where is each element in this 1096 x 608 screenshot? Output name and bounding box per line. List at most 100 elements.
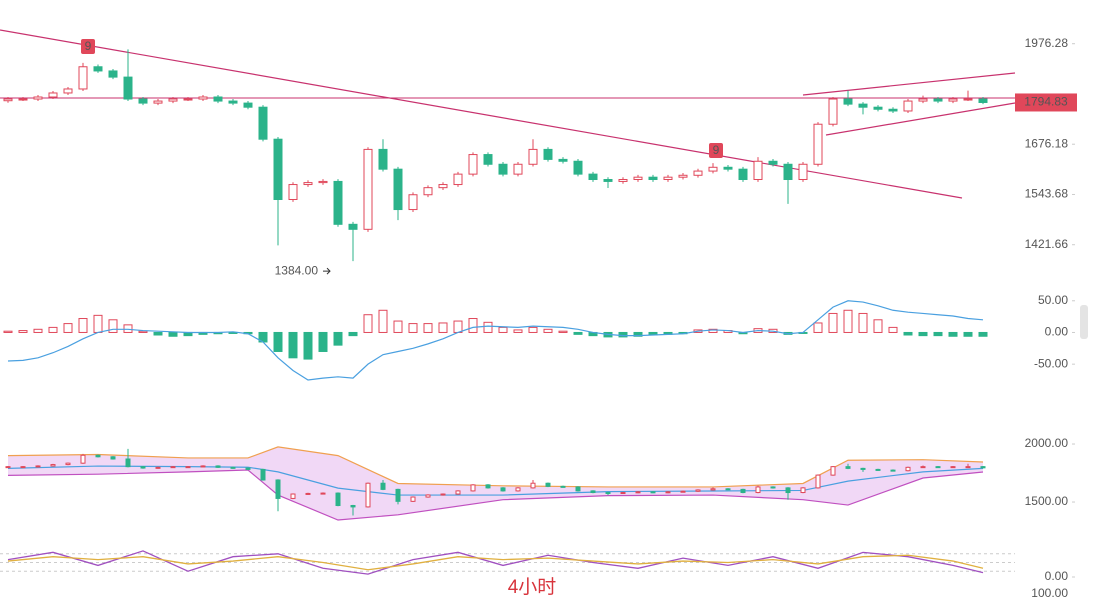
- candle-body: [485, 484, 491, 489]
- histogram-bar: [3, 330, 13, 333]
- candle-body: [408, 194, 418, 211]
- y-tick-label: 0.00: [1045, 569, 1069, 583]
- candle-body: [875, 468, 881, 471]
- scroll-handle[interactable]: [1080, 305, 1088, 339]
- candle-body: [725, 488, 731, 491]
- candle-body: [455, 490, 461, 495]
- y-tick-label: 0.00: [1045, 325, 1069, 339]
- candle-body: [183, 98, 193, 101]
- candle-body: [378, 148, 388, 170]
- candle-body: [948, 98, 958, 102]
- low-label: 1384.00: [275, 263, 319, 277]
- candle-body: [393, 168, 403, 211]
- histogram-bar: [948, 331, 958, 337]
- histogram-bar: [858, 312, 868, 333]
- candle-body: [138, 98, 148, 104]
- candle-body: [33, 96, 43, 100]
- histogram-bar: [393, 320, 403, 333]
- y-tick-label: 1543.68: [1025, 187, 1069, 201]
- candle-body: [50, 464, 56, 467]
- channel-line: [825, 102, 1016, 136]
- candle-body: [35, 465, 41, 468]
- candle-body: [905, 466, 911, 472]
- candle-body: [890, 469, 896, 472]
- histogram-bar: [903, 331, 913, 336]
- candle-body: [918, 98, 928, 102]
- candle-body: [680, 490, 686, 493]
- candle-body: [678, 174, 688, 178]
- candle-body: [20, 466, 26, 469]
- candle-body: [665, 491, 671, 494]
- histogram-bar: [468, 318, 478, 333]
- candle-body: [348, 223, 358, 230]
- candle-body: [318, 180, 328, 184]
- candle-body: [513, 163, 523, 175]
- candle-body: [93, 66, 103, 72]
- candle-body: [588, 173, 598, 181]
- histogram-bar: [168, 331, 178, 337]
- setup-label: 9: [85, 39, 92, 53]
- oscillator-line: [7, 554, 984, 571]
- candle-body: [200, 465, 206, 468]
- candle-body: [108, 70, 118, 78]
- histogram-bar: [303, 331, 313, 360]
- histogram-bar: [273, 331, 283, 352]
- y-tick-label: 100.00: [1031, 586, 1068, 600]
- dif-line: [7, 300, 984, 381]
- candle-body: [710, 488, 716, 491]
- histogram-bar: [78, 318, 88, 333]
- y-tick-label: 1500.00: [1025, 494, 1069, 508]
- candle-body: [843, 98, 853, 105]
- candle-body: [110, 456, 116, 460]
- candle-body: [963, 98, 973, 101]
- candle-body: [980, 466, 986, 469]
- histogram-bar: [828, 312, 838, 333]
- candle-body: [770, 486, 776, 489]
- candle-body: [605, 492, 611, 495]
- candle-body: [798, 163, 808, 181]
- candle-body: [18, 98, 28, 101]
- candle-body: [305, 492, 311, 495]
- histogram-bar: [318, 331, 328, 352]
- candle-body: [860, 467, 866, 470]
- candle-body: [815, 474, 821, 489]
- histogram-bar: [63, 323, 73, 333]
- candle-body: [273, 138, 283, 201]
- candle-body: [978, 98, 988, 103]
- histogram-bar: [138, 330, 148, 333]
- histogram-bar: [438, 322, 448, 333]
- candle-body: [633, 176, 643, 181]
- candle-body: [395, 488, 401, 502]
- band-area: [8, 446, 983, 521]
- candle-body: [873, 106, 883, 110]
- candle-body: [783, 163, 793, 181]
- candle-body: [438, 184, 448, 189]
- candle-body: [753, 160, 763, 181]
- candle-body: [933, 98, 943, 102]
- candle-body: [618, 179, 628, 182]
- candle-body: [470, 484, 476, 492]
- setup-badge: [81, 39, 95, 54]
- setup-label: 9: [713, 143, 720, 157]
- band-line: [7, 469, 984, 521]
- histogram-bar: [33, 328, 43, 333]
- candle-body: [530, 482, 536, 489]
- price-tag-label: 1794.83: [1024, 95, 1068, 109]
- histogram-bar: [453, 320, 463, 333]
- candle-body: [903, 100, 913, 112]
- candle-body: [198, 96, 208, 100]
- candle-body: [153, 100, 163, 104]
- candle-body: [275, 479, 281, 499]
- y-tick-label: 2000.00: [1025, 436, 1069, 450]
- candle-body: [785, 487, 791, 494]
- histogram-bar: [93, 314, 103, 333]
- watermark: 4小时: [508, 576, 557, 598]
- candle-body: [650, 491, 656, 494]
- candle-body: [695, 489, 701, 492]
- candle-body: [48, 92, 58, 98]
- histogram-bar: [873, 319, 883, 333]
- candle-body: [380, 482, 386, 490]
- candle-body: [620, 492, 626, 495]
- candle-body: [648, 176, 658, 181]
